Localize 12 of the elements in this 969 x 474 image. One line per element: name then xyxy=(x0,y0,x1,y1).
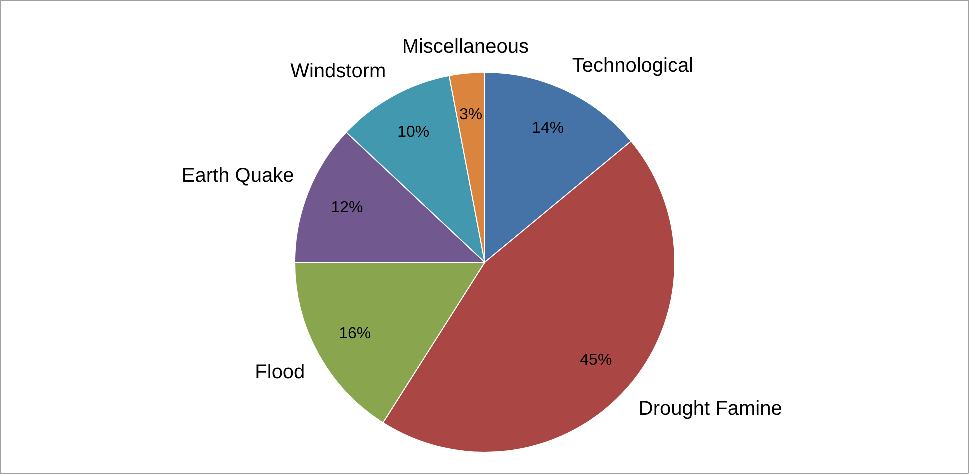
slice-label: Flood xyxy=(255,361,306,384)
slice-label: Technological xyxy=(572,54,694,77)
data-label: 10% xyxy=(398,124,430,142)
data-label: 14% xyxy=(532,120,564,137)
slice-label: Miscellaneous xyxy=(402,36,530,58)
data-label: 12% xyxy=(331,199,364,216)
data-label: 3% xyxy=(459,106,483,124)
data-label: 16% xyxy=(339,325,372,342)
slice-label: Drought Famine xyxy=(638,398,782,420)
data-label: 45% xyxy=(580,352,612,370)
slice-label: Earth Quake xyxy=(182,164,294,187)
slice-label: Windstorm xyxy=(290,60,386,83)
